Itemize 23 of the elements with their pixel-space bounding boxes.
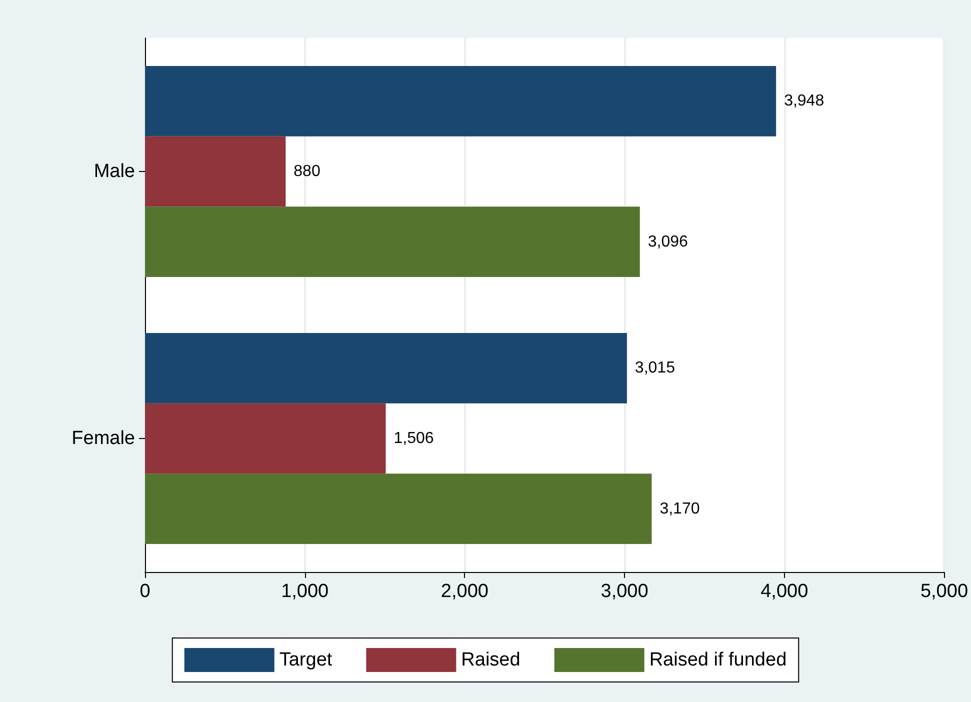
bar — [145, 333, 627, 404]
x-tick-label: 4,000 — [760, 581, 808, 602]
x-tick-label: 1,000 — [281, 581, 329, 602]
bar — [145, 66, 776, 136]
bar — [145, 403, 386, 474]
data-label: 880 — [294, 163, 320, 180]
bar — [145, 206, 640, 277]
data-label: 3,170 — [660, 500, 700, 518]
x-tick-label: 5,000 — [920, 581, 968, 602]
y-tick-label: Female — [72, 428, 135, 449]
data-label: 3,096 — [648, 233, 688, 250]
data-label: 1,506 — [394, 430, 434, 447]
x-tick-label: 0 — [140, 581, 150, 602]
legend-label: Raised if funded — [649, 650, 787, 670]
x-tick-label: 2,000 — [440, 581, 488, 602]
data-label: 3,015 — [634, 360, 676, 377]
bar — [145, 136, 286, 207]
bar — [145, 474, 652, 544]
data-label: 3,948 — [784, 92, 824, 110]
y-tick-label: Male — [94, 161, 135, 182]
x-tick-label: 3,000 — [600, 581, 648, 602]
legend-label: Target — [279, 650, 333, 670]
legend-label: Raised — [461, 650, 520, 670]
